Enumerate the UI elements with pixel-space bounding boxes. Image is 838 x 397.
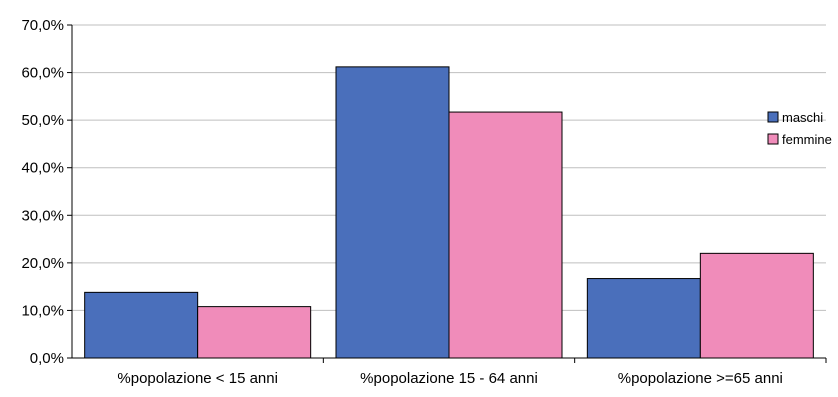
- bar-femmine: [448, 111, 563, 359]
- bar-maschi: [335, 66, 450, 359]
- legend-label-maschi: maschi: [782, 110, 823, 125]
- y-tick-label: 20,0%: [21, 255, 64, 272]
- legend-swatch-maschi: [767, 111, 779, 123]
- y-tick-label: 60,0%: [21, 65, 64, 82]
- y-tick-label: 0,0%: [30, 350, 64, 367]
- y-tick-label: 10,0%: [21, 302, 64, 319]
- y-tick-label: 30,0%: [21, 207, 64, 224]
- y-tick-label: 70,0%: [21, 17, 64, 34]
- bar-femmine: [197, 306, 312, 359]
- x-tick-label: %popolazione 15 - 64 anni: [360, 370, 538, 387]
- bar-maschi: [84, 291, 199, 359]
- legend-label-femmine: femmine: [782, 132, 832, 147]
- bar-femmine: [699, 252, 814, 359]
- y-tick-label: 40,0%: [21, 160, 64, 177]
- bar-maschi: [586, 278, 701, 359]
- legend-swatch-femmine: [767, 133, 779, 145]
- x-tick-label: %popolazione >=65 anni: [618, 370, 783, 387]
- y-tick-label: 50,0%: [21, 112, 64, 129]
- x-tick-label: %popolazione < 15 anni: [117, 370, 278, 387]
